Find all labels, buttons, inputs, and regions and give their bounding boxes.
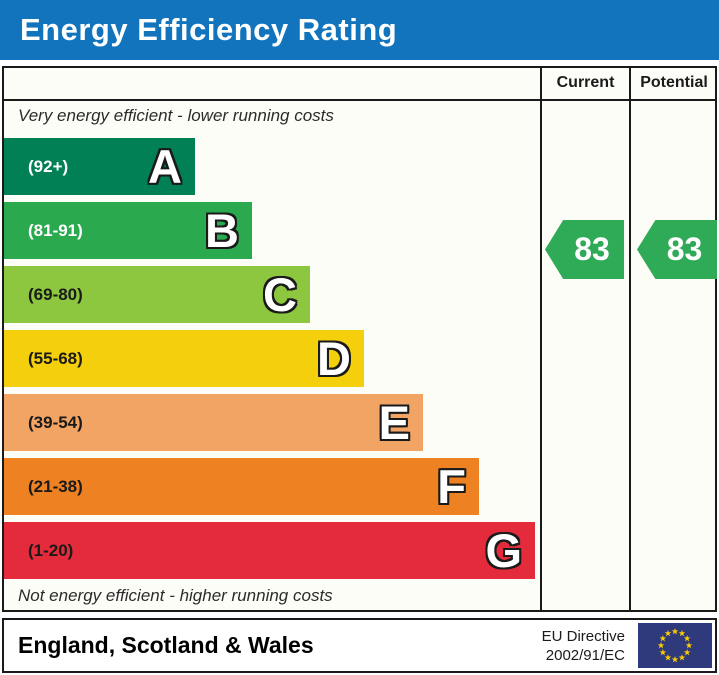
title-bar: Energy Efficiency Rating: [0, 0, 719, 60]
band-g-letter: G: [485, 524, 522, 577]
band-f: (21-38) F: [4, 458, 479, 515]
current-rating-arrow: 83: [545, 220, 624, 279]
region-label: England, Scotland & Wales: [18, 632, 314, 658]
band-c-range: (69-80): [28, 285, 83, 304]
top-note: Very energy efficient - lower running co…: [18, 106, 334, 125]
band-g: (1-20) G: [4, 522, 535, 579]
column-divider: [540, 66, 542, 612]
band-b-range: (81-91): [28, 221, 83, 240]
eu-directive-label: EU Directive 2002/91/EC: [541, 628, 625, 664]
potential-rating-arrow: 83: [637, 220, 717, 279]
band-a-letter: A: [148, 140, 182, 193]
current-rating-value: 83: [574, 231, 610, 267]
current-column-header: Current: [556, 73, 615, 91]
page-title: Energy Efficiency Rating: [20, 12, 398, 47]
band-a: (92+) A: [4, 138, 195, 195]
potential-column-header: Potential: [640, 73, 708, 91]
band-d-range: (55-68): [28, 349, 83, 368]
bottom-note: Not energy efficient - higher running co…: [18, 586, 333, 605]
band-c: (69-80) C: [4, 266, 310, 323]
potential-rating-value: 83: [666, 231, 703, 267]
band-f-range: (21-38): [28, 477, 83, 496]
eu-flag-icon: [638, 623, 712, 668]
band-f-letter: F: [437, 460, 466, 513]
band-d: (55-68) D: [4, 330, 364, 387]
band-a-range: (92+): [28, 157, 69, 176]
band-b: (81-91) B: [4, 202, 252, 259]
band-c-letter: C: [263, 268, 297, 321]
band-e-range: (39-54): [28, 413, 83, 432]
band-g-range: (1-20): [28, 541, 74, 560]
header-underline: [2, 99, 717, 101]
band-e-letter: E: [378, 396, 410, 449]
footer: England, Scotland & Wales EU Directive 2…: [2, 618, 717, 673]
band-e: (39-54) E: [4, 394, 423, 451]
column-divider: [629, 66, 631, 612]
band-d-letter: D: [317, 332, 351, 385]
band-b-letter: B: [205, 204, 239, 257]
